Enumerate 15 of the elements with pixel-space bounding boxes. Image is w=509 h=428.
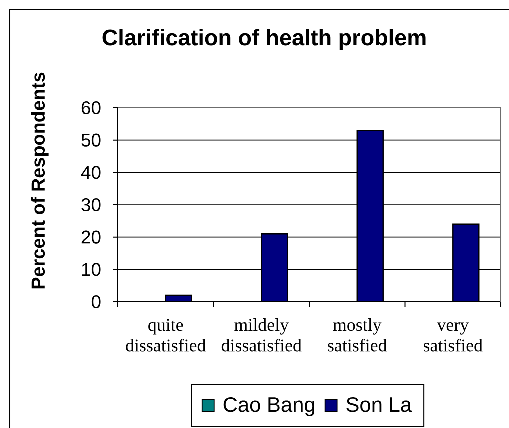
- y-axis-title: Percent of Respondents: [31, 72, 49, 289]
- y-tick-label: 60: [82, 101, 101, 115]
- x-tick-label: mildely dissatisfied: [222, 318, 302, 352]
- x-tick-label: quite dissatisfied: [126, 319, 206, 352]
- x-tick-label: mostly satisfied: [328, 318, 388, 352]
- legend-label: Cao Bang: [224, 397, 314, 416]
- y-tick-label: 10: [82, 263, 101, 276]
- y-tick-label: 20: [82, 230, 101, 244]
- x-tick-label: very satisfied: [424, 322, 483, 352]
- y-tick-label: 30: [82, 198, 101, 212]
- chart-title: Clarification of health problem: [102, 29, 426, 50]
- y-tick-label: 40: [81, 166, 101, 180]
- y-tick-label: 50: [82, 134, 101, 147]
- legend-label: Son La: [346, 397, 412, 412]
- y-tick-label: 0: [92, 295, 101, 309]
